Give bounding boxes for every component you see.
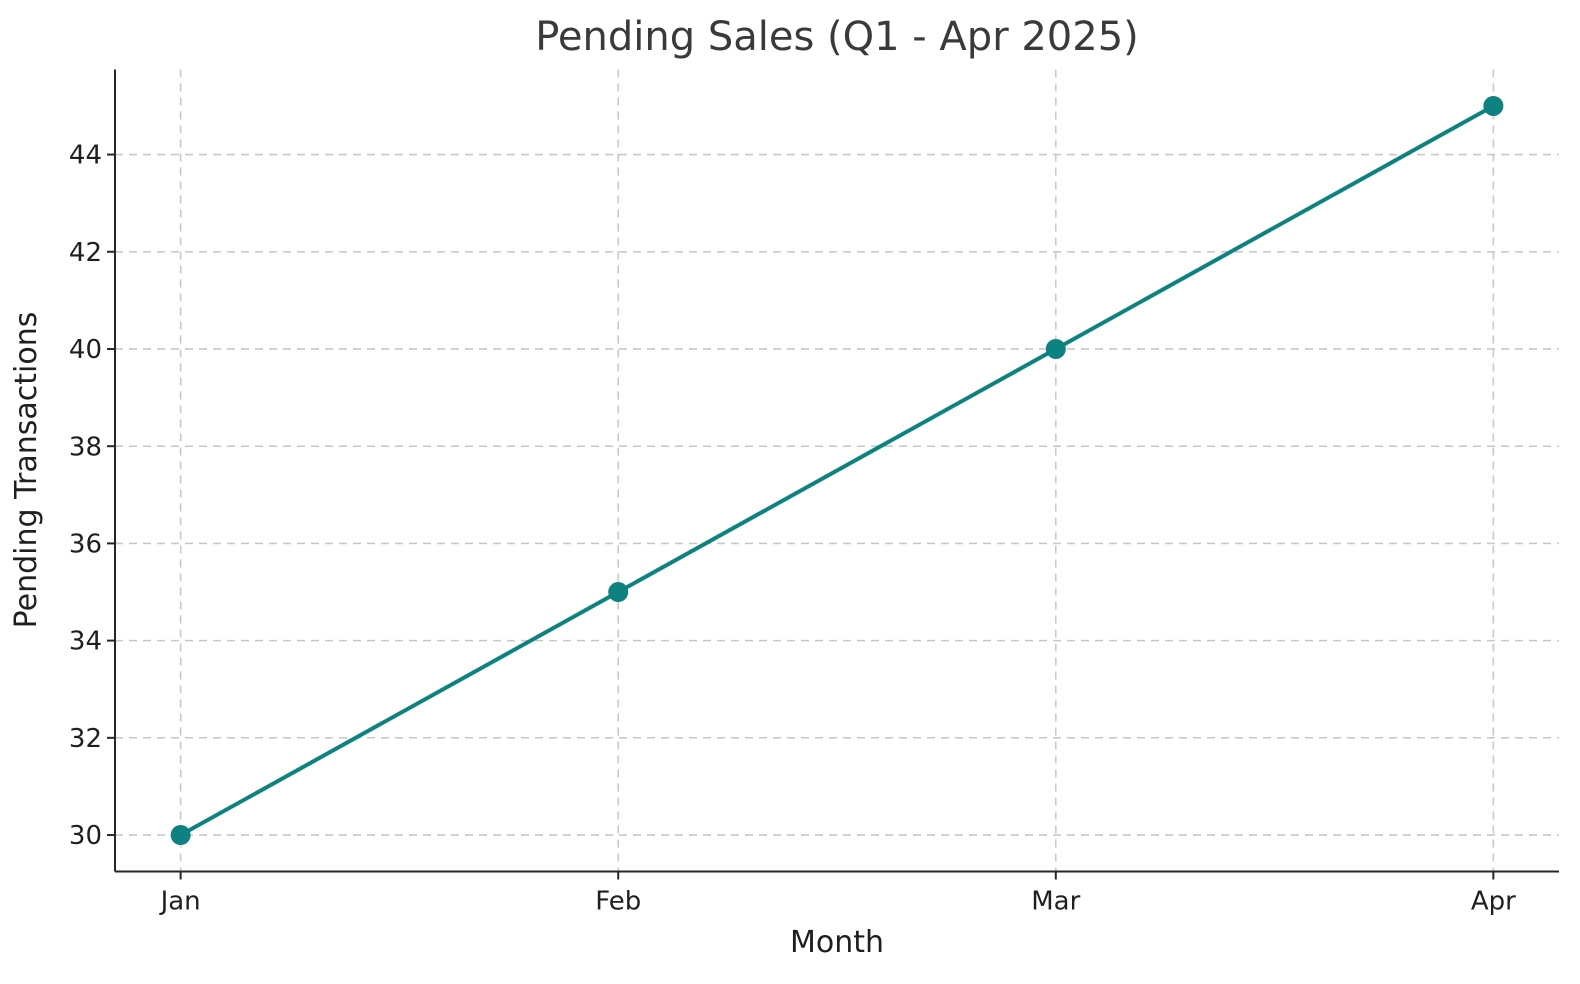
data-point — [608, 582, 629, 603]
x-tick-label: Jan — [159, 887, 201, 917]
data-line — [178, 103, 1496, 838]
y-tick-label: 30 — [69, 821, 102, 851]
data-point — [1483, 95, 1504, 116]
y-tick-label: 32 — [69, 724, 102, 754]
x-tick-label: Mar — [1031, 887, 1080, 917]
x-axis-label: Month — [790, 925, 884, 960]
y-tick-label: 44 — [69, 141, 102, 171]
x-tick-label: Apr — [1471, 887, 1516, 917]
y-tick-label: 34 — [69, 627, 102, 657]
data-point — [170, 825, 191, 846]
y-axis-label: Pending Transactions — [9, 312, 44, 629]
y-tick-label: 40 — [69, 335, 102, 365]
y-tick-label: 42 — [69, 238, 102, 268]
axis-ticks: 30 32 34 36 38 40 42 44 Jan Feb Mar Apr — [69, 141, 1516, 917]
x-tick-label: Feb — [595, 887, 641, 917]
data-series — [170, 95, 1504, 846]
y-tick-label: 36 — [69, 530, 102, 560]
y-tick-label: 38 — [69, 432, 102, 462]
data-point — [1045, 338, 1066, 359]
chart-title: Pending Sales (Q1 - Apr 2025) — [535, 14, 1139, 60]
